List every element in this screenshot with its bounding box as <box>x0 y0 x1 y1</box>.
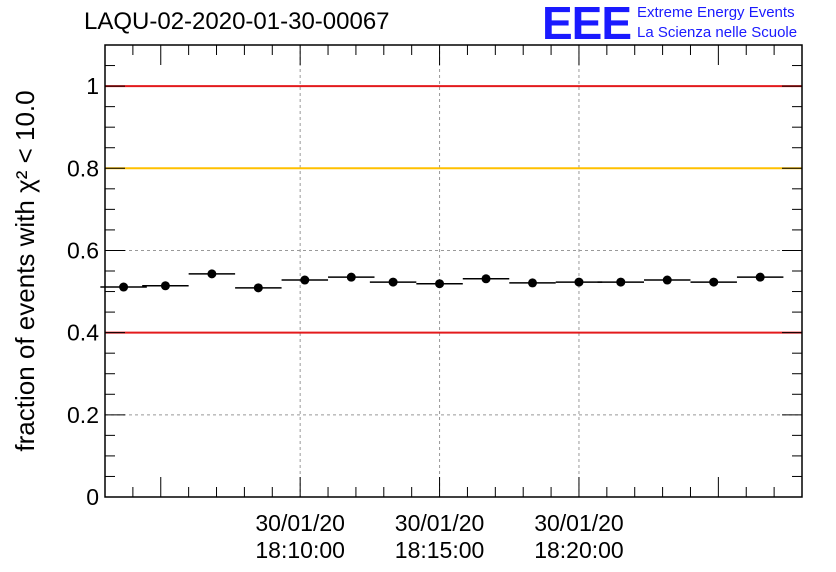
y-tick-label: 0.8 <box>67 155 99 181</box>
data-point <box>435 279 445 289</box>
data-point <box>207 269 217 279</box>
y-tick-label: 0.4 <box>67 320 99 346</box>
logo-line-1: Extreme Energy Events <box>637 4 795 21</box>
chart-title: LAQU-02-2020-01-30-00067 <box>84 8 390 35</box>
y-axis-label: fraction of events with χ² < 10.0 <box>10 90 40 451</box>
data-point <box>574 277 584 287</box>
x-tick-label-date: 30/01/20 <box>534 510 624 536</box>
data-point <box>346 272 356 282</box>
data-point <box>709 277 719 287</box>
eee-logo: EEE Extreme Energy Events La Scienza nel… <box>542 0 832 49</box>
y-tick-label: 0.2 <box>67 402 99 428</box>
axis-ticks <box>104 44 803 498</box>
eee-logo-mark: EEE <box>542 0 632 49</box>
reference-lines <box>105 85 802 334</box>
x-tick-label-time: 18:10:00 <box>255 537 345 563</box>
x-tick-labels: 30/01/2018:10:0030/01/2018:15:0030/01/20… <box>255 510 623 563</box>
data-series <box>100 269 784 293</box>
data-point <box>662 275 672 285</box>
data-point <box>388 277 398 287</box>
y-tick-labels: 0 0.2 0.4 0.6 0.8 1 <box>67 73 99 510</box>
data-point <box>527 278 537 288</box>
data-point <box>160 281 170 291</box>
y-tick-label: 0.6 <box>67 237 99 263</box>
x-tick-label-time: 18:15:00 <box>395 537 485 563</box>
data-point <box>300 275 310 285</box>
data-point <box>119 282 129 292</box>
x-tick-label-date: 30/01/20 <box>395 510 485 536</box>
data-point <box>253 283 263 293</box>
logo-line-2: La Scienza nelle Scuole <box>637 24 798 41</box>
x-tick-label-date: 30/01/20 <box>255 510 345 536</box>
y-tick-label: 0 <box>86 484 99 510</box>
data-point <box>616 277 626 287</box>
x-tick-label-time: 18:20:00 <box>534 537 624 563</box>
data-point <box>481 274 491 284</box>
data-point <box>755 272 765 282</box>
y-tick-label: 1 <box>86 73 99 99</box>
